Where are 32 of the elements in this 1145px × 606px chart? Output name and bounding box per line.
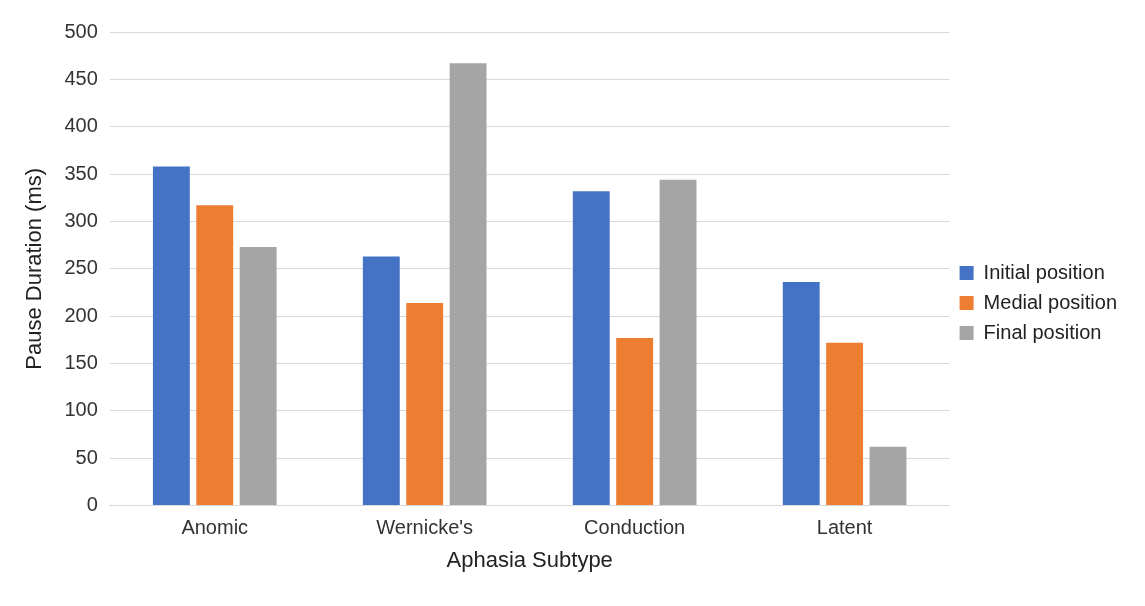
- legend-label: Medial position: [983, 290, 1118, 313]
- y-axis-title: Pause Duration (ms): [21, 167, 47, 370]
- y-tick-label: 200: [64, 303, 98, 326]
- y-tick-label: 300: [64, 208, 98, 231]
- y-tick-label: 50: [75, 445, 98, 468]
- bar: [826, 342, 864, 506]
- x-axis-title: Aphasia Subtype: [446, 546, 613, 572]
- bar: [572, 191, 610, 506]
- bar: [616, 337, 654, 506]
- bar: [869, 446, 907, 506]
- y-tick-label: 500: [64, 19, 98, 42]
- y-tick-label: 150: [64, 351, 98, 374]
- y-tick-label: 100: [64, 398, 98, 421]
- y-tick-label: 400: [64, 114, 98, 137]
- bar: [659, 179, 697, 506]
- x-tick-label: Conduction: [584, 516, 686, 539]
- bar: [152, 166, 190, 506]
- bar: [782, 282, 820, 506]
- x-tick-label: Latent: [816, 516, 873, 539]
- y-tick-label: 450: [64, 66, 98, 89]
- x-tick-label: Wernicke's: [376, 516, 474, 539]
- legend-label: Final position: [983, 320, 1102, 343]
- bar: [239, 247, 277, 506]
- y-tick-label: 350: [64, 161, 98, 184]
- x-tick-label: Anomic: [181, 516, 249, 539]
- bar: [362, 256, 400, 506]
- bar: [196, 205, 234, 506]
- bar: [449, 63, 487, 506]
- y-tick-label: 0: [86, 493, 98, 516]
- legend-label: Initial position: [983, 260, 1105, 283]
- y-tick-label: 250: [64, 256, 98, 279]
- bar: [406, 302, 444, 506]
